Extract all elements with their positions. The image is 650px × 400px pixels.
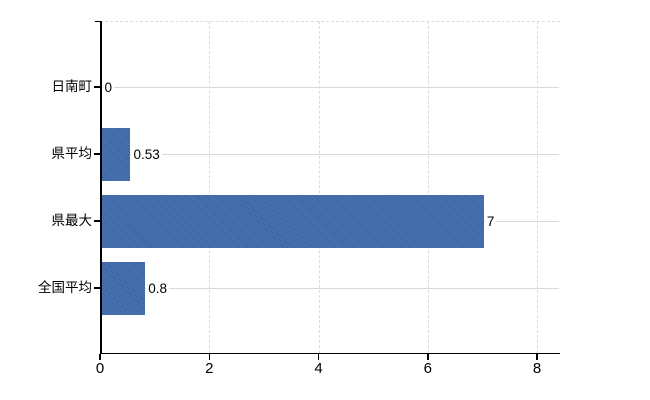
category-label: 県平均 [51,146,93,161]
category-label: 日南町 [51,79,93,94]
vertical-gridline [318,21,320,353]
row-gridline [101,154,559,155]
y-axis-tick [93,287,100,289]
vertical-gridline [537,21,538,353]
y-axis-tick [93,220,100,222]
bar-value-label: 7 [484,212,497,230]
bar-value-label: 0.53 [131,145,162,163]
x-tick-label: 2 [205,360,214,377]
y-axis-line [100,20,102,354]
plot-top-border [100,21,560,22]
x-tick-label: 8 [532,360,542,377]
row-gridline [101,87,559,88]
bar-value-label: 0.8 [146,279,169,297]
category-label: 全国平均 [38,280,92,295]
y-axis-tick [93,86,100,88]
bar [101,261,146,315]
x-tick-label: 4 [314,360,323,377]
vertical-gridline [427,21,429,353]
vertical-gridline [209,21,211,353]
x-axis-tick [317,354,320,360]
x-tick-label: 6 [423,360,432,377]
category-label: 県最大 [51,213,93,228]
x-axis-tick [536,354,538,360]
bar [101,194,484,248]
x-axis-line [100,352,560,354]
x-axis-tick [99,354,101,360]
bar-value-label: 0 [102,78,115,96]
bar [101,127,131,181]
x-tick-label: 0 [95,360,105,377]
x-axis-tick [427,354,429,360]
x-axis-tick [208,354,210,360]
row-gridline [101,288,559,289]
y-axis-top-tick [94,20,100,22]
y-axis-tick [93,153,100,155]
